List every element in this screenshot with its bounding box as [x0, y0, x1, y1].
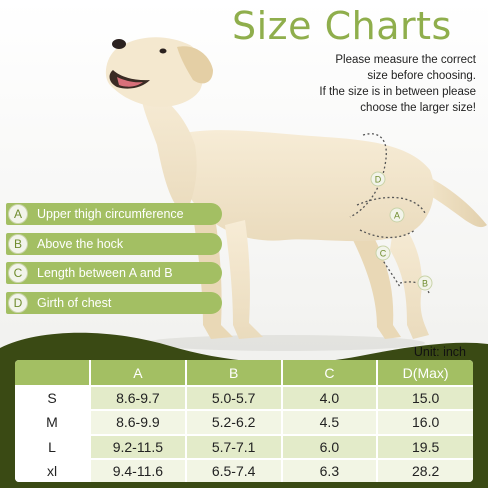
- column-header: D(Max): [377, 360, 473, 386]
- column-header: C: [281, 360, 379, 386]
- marker-b-label: B: [422, 279, 428, 289]
- legend-label: Above the hock: [37, 236, 124, 251]
- legend-label: Upper thigh circumference: [37, 207, 184, 221]
- intro-line: If the size is in between please: [319, 86, 476, 98]
- measurement-legend: A Upper thigh circumference B Above the …: [6, 203, 222, 321]
- intro-line: size before choosing.: [367, 70, 476, 82]
- size-cell: L: [15, 433, 91, 459]
- marker-a-label: A: [394, 211, 400, 221]
- value-cell: 5.0-5.7: [185, 384, 283, 411]
- value-cell: 9.4-11.6: [90, 457, 187, 482]
- value-cell: 5.2-6.2: [185, 409, 283, 435]
- value-cell: 5.7-7.1: [185, 433, 283, 459]
- legend-item-c: C Length between A and B: [6, 262, 222, 284]
- table-row: xl 9.4-11.6 6.5-7.4 6.3 28.2: [15, 457, 473, 482]
- value-cell: 9.2-11.5: [90, 433, 187, 459]
- marker-d-label: D: [375, 175, 382, 185]
- size-cell: M: [15, 409, 91, 435]
- intro-line: Please measure the correct: [335, 54, 476, 66]
- table-row: M 8.6-9.9 5.2-6.2 4.5 16.0: [15, 409, 473, 435]
- value-cell: 6.0: [281, 433, 379, 459]
- value-cell: 4.0: [281, 384, 379, 411]
- size-cell: xl: [15, 457, 91, 482]
- legend-badge: B: [8, 233, 28, 254]
- value-cell: 6.3: [281, 457, 379, 482]
- value-cell: 6.5-7.4: [185, 457, 283, 482]
- value-cell: 15.0: [377, 384, 473, 411]
- legend-item-d: D Girth of chest: [6, 291, 222, 314]
- legend-badge: C: [8, 263, 28, 283]
- value-cell: 19.5: [377, 433, 473, 459]
- legend-item-a: A Upper thigh circumference: [6, 203, 222, 225]
- size-cell: S: [15, 384, 91, 411]
- legend-badge: D: [8, 292, 28, 313]
- size-table: A B C D(Max) S 8.6-9.7 5.0-5.7 4.0 15.0 …: [15, 360, 473, 482]
- value-cell: 4.5: [281, 409, 379, 435]
- marker-c-label: C: [380, 249, 387, 259]
- legend-badge: A: [8, 204, 28, 224]
- legend-label: Length between A and B: [37, 266, 173, 280]
- value-cell: 8.6-9.7: [90, 384, 187, 411]
- intro-text: Please measure the correct size before c…: [246, 52, 476, 116]
- unit-label: Unit: inch: [413, 345, 466, 359]
- dog-illustration: D A C B: [105, 37, 487, 351]
- page-title: Size Charts: [232, 4, 452, 48]
- table-row: S 8.6-9.7 5.0-5.7 4.0 15.0: [15, 384, 473, 411]
- intro-line: choose the larger size!: [360, 102, 476, 114]
- table-header-row: A B C D(Max): [15, 360, 473, 386]
- column-header: B: [185, 360, 283, 386]
- legend-label: Girth of chest: [37, 295, 112, 310]
- value-cell: 28.2: [377, 457, 473, 482]
- value-cell: 8.6-9.9: [90, 409, 187, 435]
- table-row: L 9.2-11.5 5.7-7.1 6.0 19.5: [15, 433, 473, 459]
- column-header: A: [90, 360, 187, 386]
- legend-item-b: B Above the hock: [6, 232, 222, 255]
- value-cell: 16.0: [377, 409, 473, 435]
- column-header: [15, 360, 91, 386]
